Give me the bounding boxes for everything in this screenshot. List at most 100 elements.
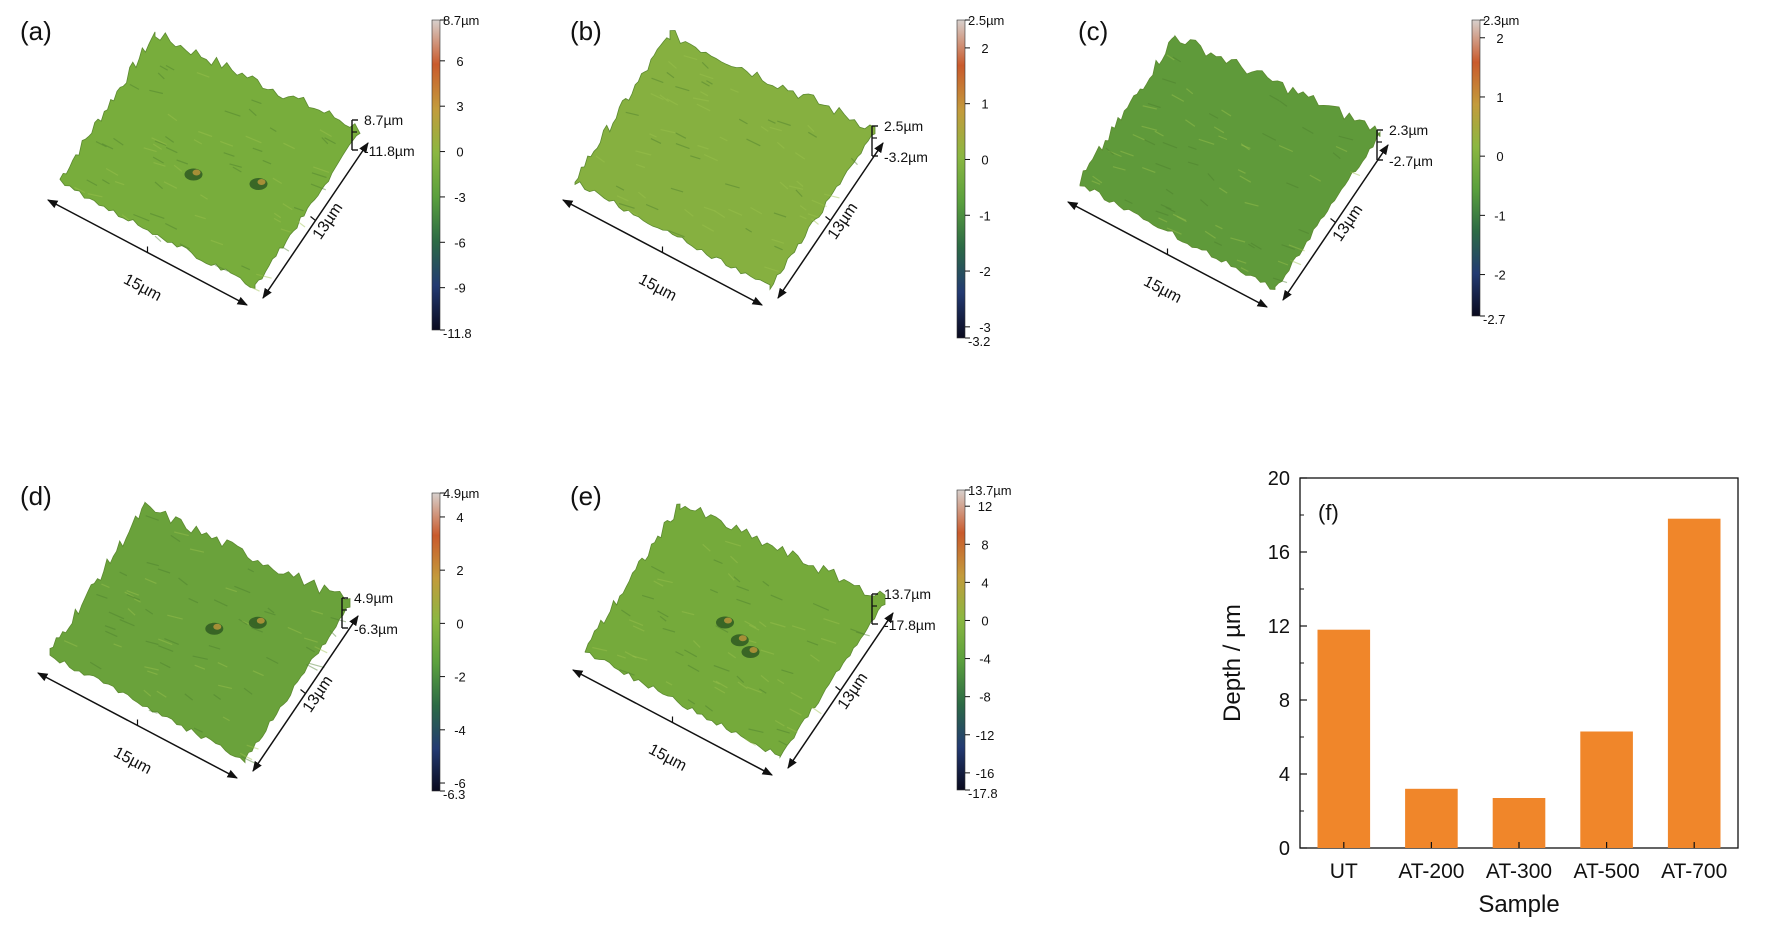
surface-peak xyxy=(256,617,265,624)
surface-texture xyxy=(625,111,639,116)
surface-texture xyxy=(165,146,178,154)
surface-texture xyxy=(178,577,188,586)
surface-texture xyxy=(746,138,761,147)
z-top-label: 2.5µm xyxy=(884,118,923,134)
surface-texture xyxy=(1302,126,1314,135)
surface-texture xyxy=(1091,180,1101,185)
surface-texture xyxy=(770,621,786,628)
surface-texture xyxy=(736,598,751,605)
surface-texture xyxy=(660,129,677,134)
surface-texture xyxy=(165,136,175,143)
surface-panel-5: (e)15µm13µm13.7µm-17.8µm13.7µm12840-4-8-… xyxy=(570,481,1012,801)
surface-texture xyxy=(245,135,262,144)
y-dimension-tick xyxy=(310,216,316,221)
surface-texture xyxy=(1198,138,1215,145)
bar-at-200 xyxy=(1405,788,1458,848)
surface-texture xyxy=(760,126,769,132)
surface-texture xyxy=(152,156,164,164)
surface-texture xyxy=(1187,161,1199,166)
panel-letter-f: (f) xyxy=(1318,500,1339,525)
y-tick-label: 8 xyxy=(1279,690,1290,712)
surface-texture xyxy=(152,143,163,150)
surface-texture xyxy=(709,588,718,594)
colorbar-tick-label: 0 xyxy=(456,616,463,631)
surface-texture xyxy=(812,602,830,611)
x-tick-label: AT-700 xyxy=(1661,860,1727,883)
colorbar xyxy=(431,19,441,331)
surface-texture xyxy=(224,110,241,117)
surface-texture xyxy=(1120,150,1134,157)
panel-letter: (e) xyxy=(570,481,602,511)
colorbar-tick-label: 1 xyxy=(1496,90,1503,105)
surface xyxy=(584,503,886,759)
surface-texture xyxy=(170,534,181,543)
surface-texture xyxy=(225,587,237,593)
surface-texture xyxy=(193,139,203,145)
surface-texture xyxy=(764,266,779,272)
panel-letter: (d) xyxy=(20,481,52,511)
surface-texture xyxy=(124,591,134,598)
y-tick-label: 12 xyxy=(1268,616,1290,638)
surface-texture xyxy=(1186,88,1194,95)
surface-texture xyxy=(615,185,625,191)
surface-texture xyxy=(129,83,140,90)
surface-texture xyxy=(217,662,228,668)
surface xyxy=(1079,34,1381,290)
surface-texture xyxy=(666,71,675,79)
surface-texture xyxy=(674,132,687,139)
z-top-label: 2.3µm xyxy=(1389,122,1428,138)
surface-texture xyxy=(1185,119,1196,127)
surface-texture xyxy=(651,77,664,84)
colorbar-max-label: 4.9µm xyxy=(443,486,479,501)
surface-panel-1: (a)15µm13µm8.7µm-11.8µm8.7µm630-3-6-9-11… xyxy=(20,13,479,341)
surface-peak xyxy=(749,647,758,653)
y-tick-label: 20 xyxy=(1268,468,1290,490)
surface-texture xyxy=(188,597,199,604)
surface-texture xyxy=(159,65,168,71)
surface-texture xyxy=(701,81,710,87)
surface-texture xyxy=(163,181,178,189)
surface-texture xyxy=(101,179,110,185)
surface-texture xyxy=(87,193,103,198)
surface-texture xyxy=(1147,102,1161,109)
panel-letter: (c) xyxy=(1078,16,1108,46)
surface-texture xyxy=(1162,78,1177,84)
surface-texture xyxy=(713,559,723,565)
z-bottom-label: -3.2µm xyxy=(884,149,928,165)
surface-texture xyxy=(659,94,670,103)
surface-texture xyxy=(113,137,124,146)
surface-texture xyxy=(200,194,208,200)
surface-texture xyxy=(105,630,118,638)
colorbar-tick-label: 2 xyxy=(456,563,463,578)
surface-texture xyxy=(1171,94,1185,102)
surface-texture xyxy=(777,678,785,685)
surface-texture xyxy=(146,561,159,567)
surface-texture xyxy=(149,89,164,95)
z-top-label: 8.7µm xyxy=(364,112,403,128)
colorbar-tick-label: 8 xyxy=(981,537,988,552)
colorbar-tick-label: 12 xyxy=(978,499,992,514)
bar-at-700 xyxy=(1667,518,1721,848)
surface-texture xyxy=(650,93,664,101)
colorbar-tick-label: -2 xyxy=(1494,268,1506,283)
surface-texture xyxy=(108,611,125,620)
surface-texture xyxy=(696,103,711,112)
surface-texture xyxy=(1155,162,1172,170)
surface-texture xyxy=(232,166,242,173)
surface-texture xyxy=(269,127,277,133)
x-dimension-label: 15µm xyxy=(1141,273,1185,307)
surface-texture xyxy=(715,625,729,633)
surface-texture xyxy=(638,191,646,199)
surface-texture xyxy=(1108,150,1122,158)
surface-texture xyxy=(229,163,242,168)
surface-texture xyxy=(1269,94,1280,102)
surface-texture xyxy=(144,666,159,671)
surface-texture xyxy=(165,64,175,71)
surface-texture xyxy=(1207,173,1215,181)
colorbar-tick-label: -8 xyxy=(979,690,991,705)
y-axis-title: Depth / µm xyxy=(1219,604,1246,722)
z-bottom-label: -2.7µm xyxy=(1389,153,1433,169)
surface-texture xyxy=(595,155,605,163)
surface-texture xyxy=(668,60,677,69)
colorbar-min-label: -2.7 xyxy=(1483,312,1505,327)
